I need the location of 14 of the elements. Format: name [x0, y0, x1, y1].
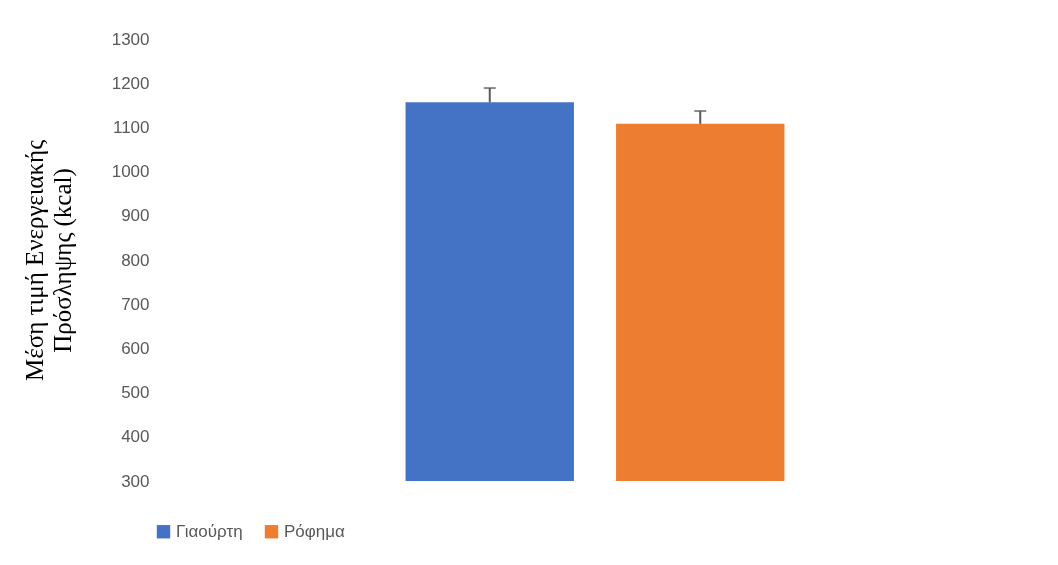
y-tick-label: 700: [121, 294, 150, 314]
y-tick-label: 400: [121, 427, 150, 447]
y-tick-label: 1200: [111, 73, 150, 93]
y-tick-label: 1000: [111, 162, 150, 182]
y-tick-label: 800: [121, 250, 150, 270]
y-tick-label: 500: [121, 383, 150, 403]
legend-label: Ρόφημα: [284, 521, 346, 541]
legend-label: Γιαούρτη: [176, 521, 243, 541]
y-tick-label: 300: [121, 471, 150, 491]
y-tick-label: 900: [121, 206, 150, 226]
y-tick-label: 1100: [112, 117, 150, 137]
y-tick-label: 600: [121, 338, 150, 358]
y-tick-label: 1300: [111, 29, 150, 49]
y-axis-title: Μέση τιμή Ενεργειακής Πρόσληψης (kcal): [20, 139, 77, 382]
